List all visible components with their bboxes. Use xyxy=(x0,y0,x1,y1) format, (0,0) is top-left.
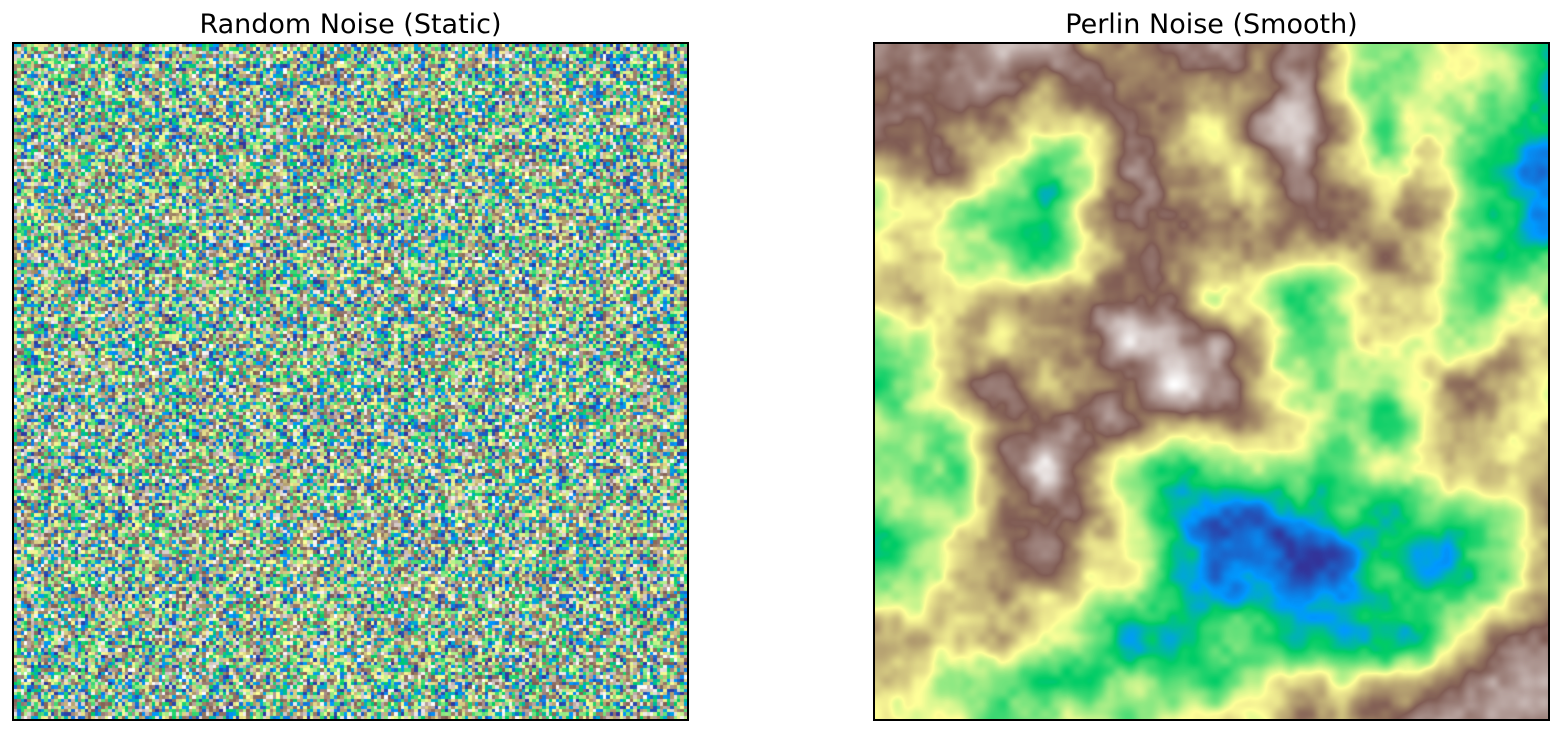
axes-random-noise xyxy=(12,42,689,721)
plot-title-perlin-noise: Perlin Noise (Smooth) xyxy=(1065,9,1358,40)
axes-perlin-noise xyxy=(873,42,1550,721)
plot-title-random-noise: Random Noise (Static) xyxy=(199,9,502,40)
random-noise-image xyxy=(14,44,687,719)
perlin-noise-image xyxy=(875,44,1548,719)
